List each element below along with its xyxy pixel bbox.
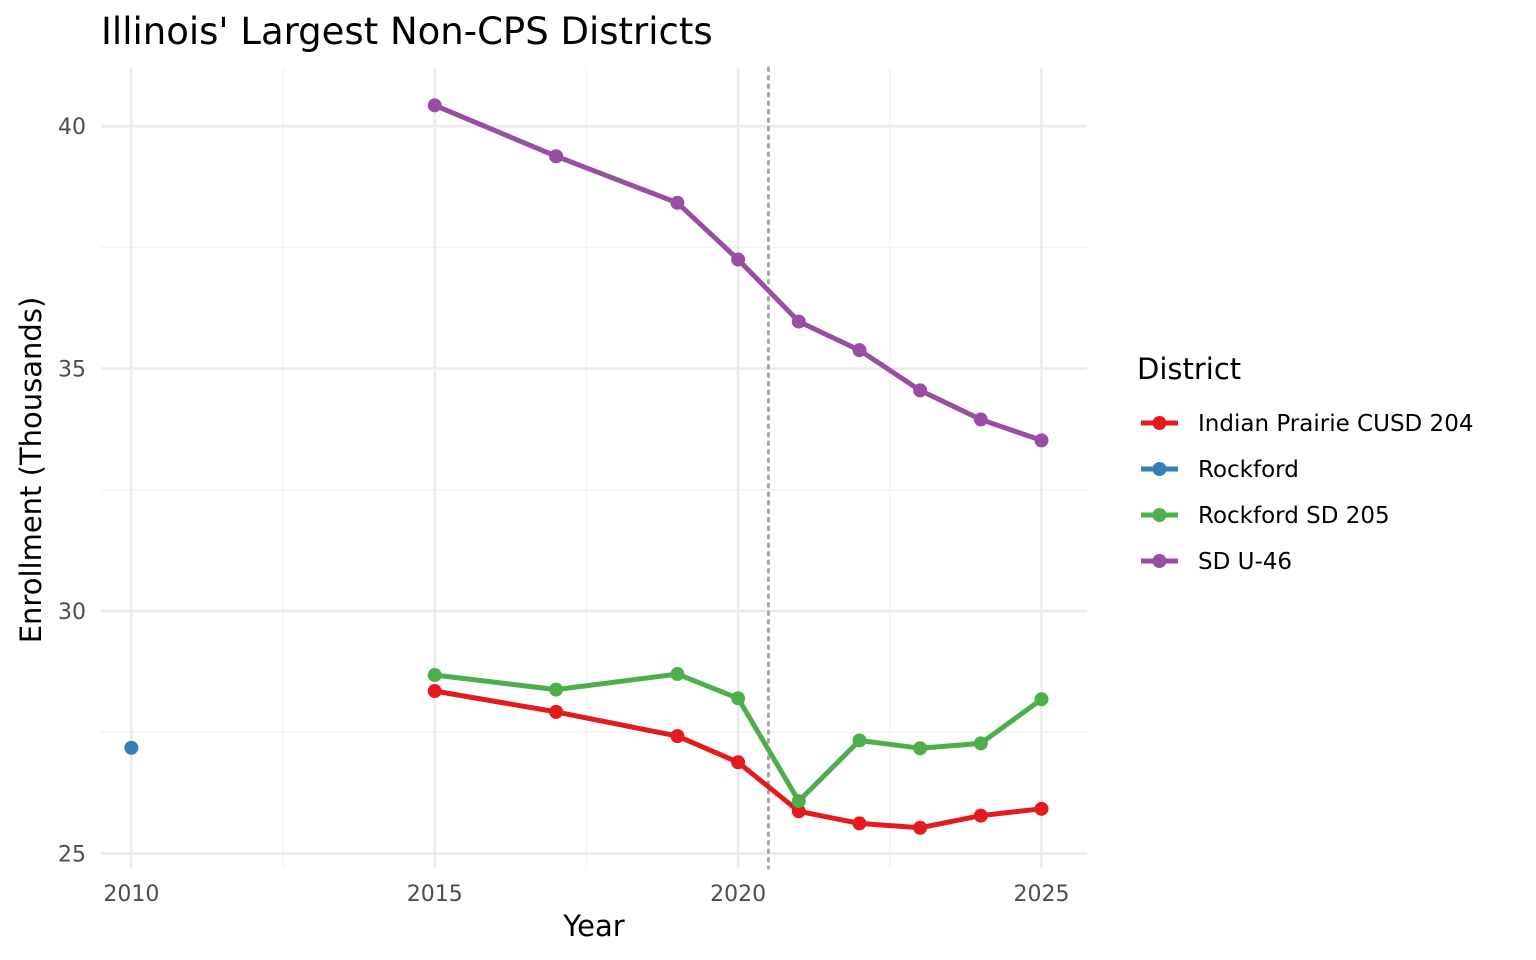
legend-swatch-point [1152, 554, 1167, 568]
legend-item-sd-u-46: SD U-46 [1141, 549, 1292, 575]
legend-swatch-point [1152, 462, 1167, 476]
series-layer [124, 98, 1049, 835]
legend-label: SD U-46 [1198, 549, 1292, 575]
data-point-sd-u-46 [427, 98, 442, 113]
y-axis-title: Enrollment (Thousands) [14, 297, 48, 644]
legend-item-indian-prairie-cusd-204: Indian Prairie CUSD 204 [1141, 411, 1473, 437]
plot-grid [101, 68, 1087, 868]
data-point-rockford-sd-205 [973, 736, 988, 751]
x-tick-label: 2020 [710, 882, 766, 907]
data-point-indian-prairie-cusd-204 [549, 704, 564, 719]
y-tick-label: 35 [58, 358, 86, 383]
data-point-rockford-sd-205 [670, 667, 685, 682]
y-tick-label: 25 [58, 842, 86, 867]
data-point-indian-prairie-cusd-204 [791, 804, 806, 819]
legend-swatch-point [1152, 416, 1167, 430]
y-tick-label: 40 [58, 115, 86, 140]
data-point-indian-prairie-cusd-204 [973, 808, 988, 823]
x-tick-label: 2015 [407, 882, 463, 907]
data-point-indian-prairie-cusd-204 [670, 729, 685, 744]
series-indian-prairie-cusd-204 [427, 684, 1049, 835]
data-point-sd-u-46 [731, 252, 746, 267]
legend-item-rockford: Rockford [1141, 457, 1299, 483]
series-rockford [124, 740, 139, 755]
data-point-rockford [124, 740, 139, 755]
data-point-rockford-sd-205 [549, 682, 564, 697]
data-point-rockford-sd-205 [731, 691, 746, 706]
y-axis-ticks: 25 30 35 40 [58, 115, 86, 867]
data-point-rockford-sd-205 [1034, 692, 1049, 707]
series-sd-u-46 [427, 98, 1049, 448]
data-point-sd-u-46 [852, 343, 867, 358]
legend-label: Rockford SD 205 [1198, 503, 1390, 529]
data-point-sd-u-46 [1034, 433, 1049, 448]
legend-item-rockford-sd-205: Rockford SD 205 [1141, 503, 1390, 529]
legend-title: District [1137, 352, 1241, 386]
data-point-rockford-sd-205 [427, 668, 442, 683]
series-rockford-sd-205 [427, 667, 1049, 809]
data-point-sd-u-46 [973, 412, 988, 427]
x-axis-title: Year [562, 909, 624, 943]
x-tick-label: 2010 [103, 882, 159, 907]
x-axis-ticks: 2010 2015 2020 2025 [103, 882, 1069, 907]
data-point-sd-u-46 [913, 383, 928, 398]
legend-label: Rockford [1198, 457, 1299, 483]
data-point-indian-prairie-cusd-204 [852, 816, 867, 831]
data-point-sd-u-46 [549, 149, 564, 164]
legend-swatch-point [1152, 508, 1167, 522]
data-point-rockford-sd-205 [791, 794, 806, 809]
y-tick-label: 30 [58, 600, 86, 625]
data-point-indian-prairie-cusd-204 [1034, 801, 1049, 816]
data-point-sd-u-46 [670, 195, 685, 210]
data-point-rockford-sd-205 [913, 741, 928, 756]
data-point-indian-prairie-cusd-204 [913, 820, 928, 835]
data-point-indian-prairie-cusd-204 [427, 684, 442, 699]
chart-title: Illinois' Largest Non-CPS Districts [101, 10, 713, 53]
data-point-rockford-sd-205 [852, 733, 867, 748]
data-point-sd-u-46 [791, 314, 806, 329]
data-point-indian-prairie-cusd-204 [731, 755, 746, 770]
x-tick-label: 2025 [1013, 882, 1069, 907]
legend: District Indian Prairie CUSD 204 Rockford… [1137, 352, 1473, 575]
legend-label: Indian Prairie CUSD 204 [1198, 411, 1473, 437]
